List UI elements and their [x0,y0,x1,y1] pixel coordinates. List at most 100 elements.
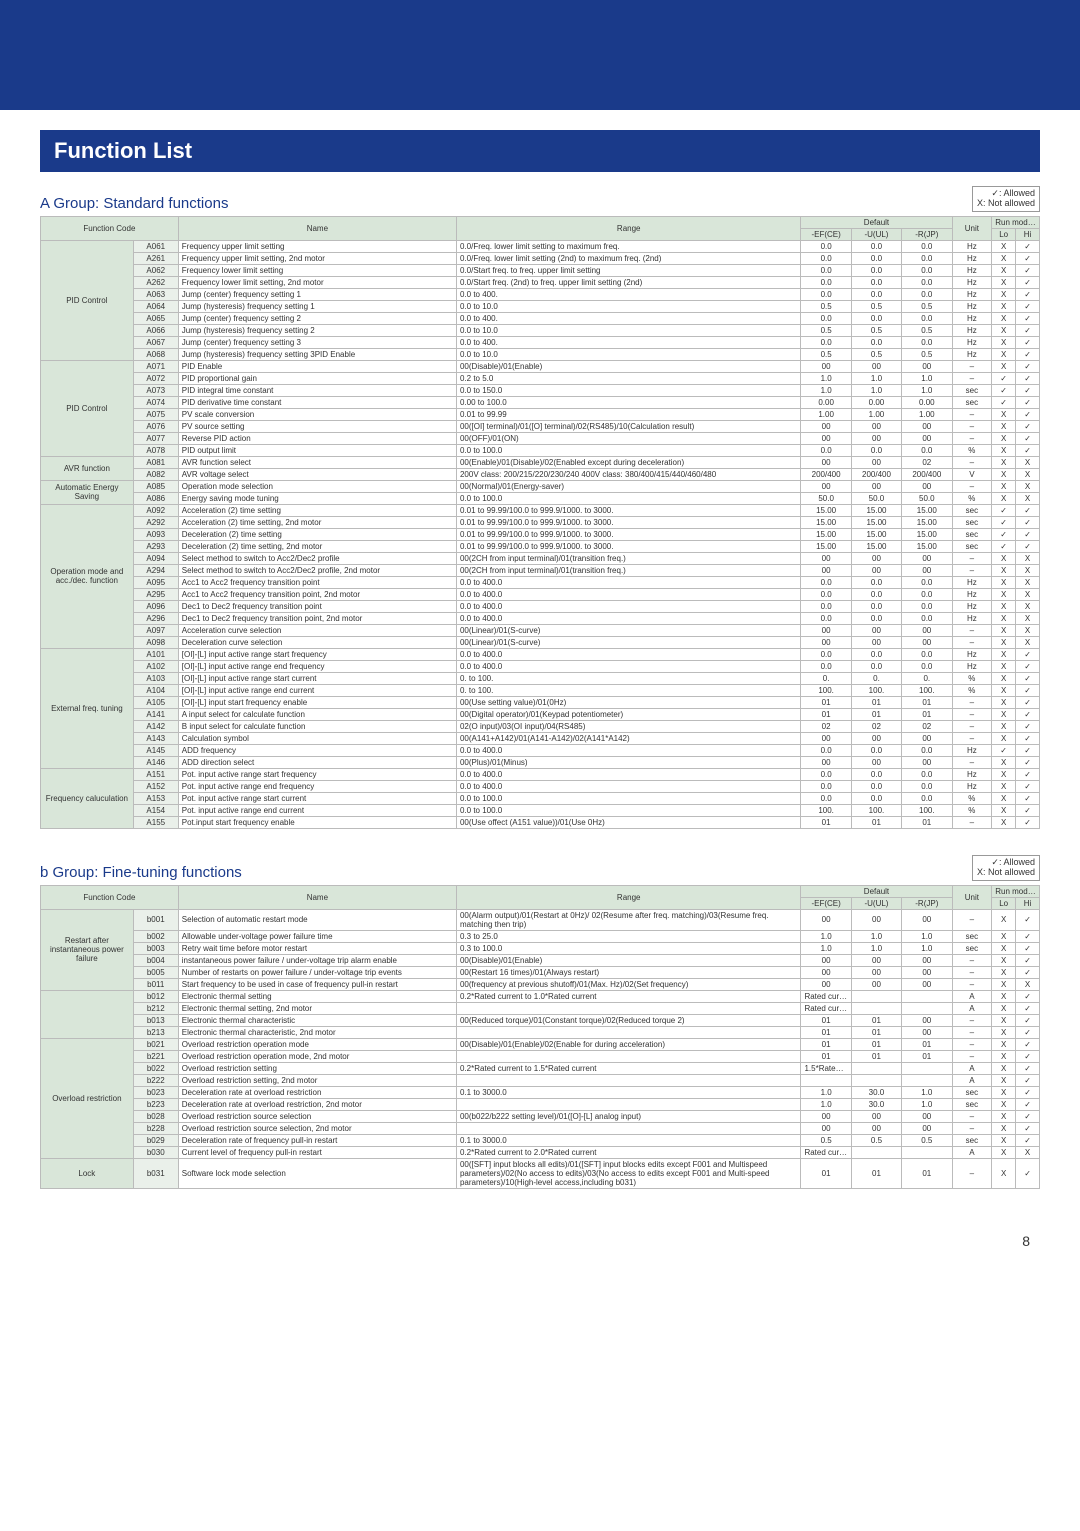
table-row: b005Number of restarts on power failure … [41,966,1040,978]
cell: 0.0 [851,612,901,624]
cell: b212 [133,1002,178,1014]
cell: 01 [801,1026,851,1038]
cell: 00 [851,756,901,768]
cell: 00(Linear)/01(S-curve) [456,624,800,636]
cell: 00 [902,360,952,372]
table-row: A068Jump (hysteresis) frequency setting … [41,348,1040,360]
cell: Hz [952,336,992,348]
cell: X [992,990,1016,1002]
cell: – [952,1050,992,1062]
cell: X [992,288,1016,300]
cell: sec [952,1098,992,1110]
cell: 0.0 to 400.0 [456,612,800,624]
cell: X [992,588,1016,600]
cell: ✓ [1016,540,1040,552]
cell: A143 [133,732,178,744]
cell: A066 [133,324,178,336]
cell: 0.01 to 99.99/100.0 to 999.9/1000. to 30… [456,516,800,528]
table-row: A063Jump (center) frequency setting 10.0… [41,288,1040,300]
cell: X [992,264,1016,276]
cell [456,1098,800,1110]
cell: X [1016,456,1040,468]
cell: Pot. input active range start frequency [178,768,456,780]
cell: Dec1 to Dec2 frequency transition point,… [178,612,456,624]
cell: Overload restriction operation mode [178,1038,456,1050]
cell: Deceleration (2) time setting, 2nd motor [178,540,456,552]
cell: A097 [133,624,178,636]
table-row: b228Overload restriction source selectio… [41,1122,1040,1134]
cell: 0.5 [801,348,851,360]
cell: ✓ [992,384,1016,396]
cell: Hz [952,252,992,264]
cell: – [952,432,992,444]
cell: Rated current [801,1146,851,1158]
cell: – [952,954,992,966]
cell: 0.0 [902,444,952,456]
cell: 01 [801,1014,851,1026]
cell: 0. [902,672,952,684]
cell: 0.0 [851,444,901,456]
cell: Electronic thermal characteristic [178,1014,456,1026]
cell: 0.0 to 100.0 [456,804,800,816]
cell: Rated current [801,990,851,1002]
cell: 0.5 [902,1134,952,1146]
cell: 15.00 [851,516,901,528]
cell: ✓ [1016,1038,1040,1050]
cell: 0.0 [851,336,901,348]
cell: A142 [133,720,178,732]
cell: A102 [133,660,178,672]
page-number: 8 [0,1219,1080,1269]
cell: Pot. input active range start current [178,792,456,804]
cell: A [952,990,992,1002]
cell: AVR function select [178,456,456,468]
cell: – [952,1122,992,1134]
cell: 0.0 [851,648,901,660]
cell [851,1146,901,1158]
cell: 0.0 [851,276,901,288]
cell: 00(Alarm output)/01(Restart at 0Hz)/ 02(… [456,909,800,930]
cell: A293 [133,540,178,552]
cell: 0.2*Rated current to 1.0*Rated current [456,990,800,1002]
table-row: b004instantaneous power failure / under-… [41,954,1040,966]
cell: 00 [902,636,952,648]
cell: 1.0 [851,372,901,384]
cell: A072 [133,372,178,384]
cell [902,1062,952,1074]
cell [851,1062,901,1074]
cell: X [992,312,1016,324]
table-row: A143Calculation symbol00(A141+A142)/01(A… [41,732,1040,744]
cell: ✓ [1016,954,1040,966]
cell: 00 [851,552,901,564]
table-row: A065Jump (center) frequency setting 20.0… [41,312,1040,324]
cell: 0.0 [851,660,901,672]
cell: ✓ [992,528,1016,540]
cell: 00 [851,909,901,930]
cell: 00 [902,1122,952,1134]
cell: Software lock mode selection [178,1158,456,1188]
cell: 02 [851,720,901,732]
cell: 0.0 to 400.0 [456,648,800,660]
cell: 0.0 [902,780,952,792]
cell: [OI]-[L] input active range end frequenc… [178,660,456,672]
cell: X [992,954,1016,966]
col-header: Range [456,885,800,909]
cell: X [992,708,1016,720]
table-row: A095Acc1 to Acc2 frequency transition po… [41,576,1040,588]
cell: ✓ [1016,696,1040,708]
cell: – [952,360,992,372]
cell: Acc1 to Acc2 frequency transition point,… [178,588,456,600]
cell: – [952,552,992,564]
cell: A082 [133,468,178,480]
cell: – [952,1110,992,1122]
cell: b030 [133,1146,178,1158]
cell: – [952,480,992,492]
cell: 00 [902,954,952,966]
cell: b031 [133,1158,178,1188]
cell: A098 [133,636,178,648]
table-row: AVR functionA081AVR function select00(En… [41,456,1040,468]
cell: % [952,492,992,504]
cell: 02 [902,456,952,468]
cell: 00 [902,966,952,978]
cell: 0.0 [851,780,901,792]
cell: 00 [801,432,851,444]
